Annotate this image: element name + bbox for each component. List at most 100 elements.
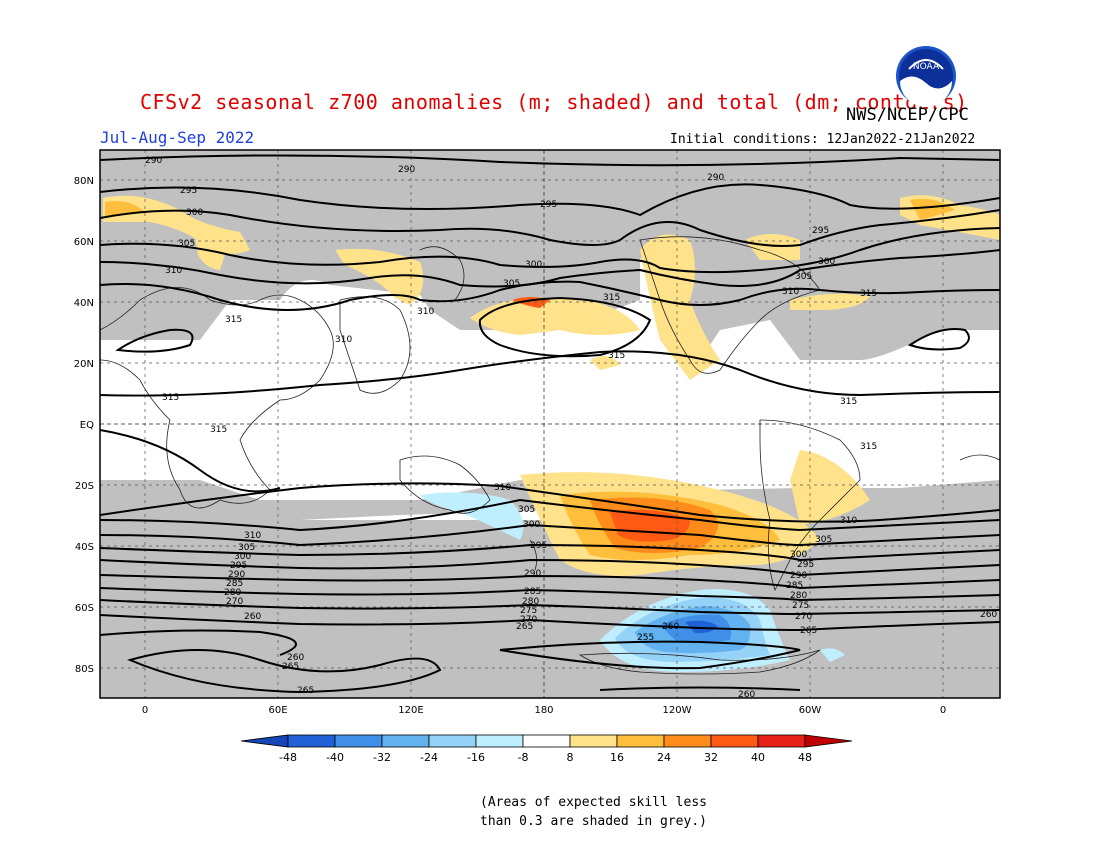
colorbar-arrow-right — [804, 734, 853, 748]
contour-label: 255 — [637, 633, 654, 643]
colorbar-tick-label: 24 — [657, 751, 671, 764]
contour-label: 305 — [795, 272, 812, 282]
lat-label: EQ — [80, 420, 94, 431]
organization-label: NWS/NCEP/CPC — [846, 105, 969, 125]
contour-label: 295 — [230, 561, 247, 571]
contour-label: 260 — [980, 610, 997, 620]
contour-label: 280 — [790, 591, 807, 601]
contour-label: 295 — [797, 560, 814, 570]
lon-label: 120E — [398, 705, 423, 716]
contour-label: 305 — [815, 535, 832, 545]
contour-label: 285 — [786, 581, 803, 591]
colorbar-segment — [663, 734, 712, 748]
map-frame — [99, 149, 1001, 699]
contour-label: 310 — [782, 287, 799, 297]
colorbar-segment — [569, 734, 618, 748]
contour-label: 295 — [180, 186, 197, 196]
contour-label: 265 — [282, 662, 299, 672]
contour-label: 310 — [165, 266, 182, 276]
noaa-logo: NOAA — [896, 46, 956, 107]
lat-label: 20N — [74, 359, 94, 370]
contour-label: 300 — [234, 552, 251, 562]
contour-label: 275 — [520, 606, 537, 616]
colorbar-segment — [710, 734, 759, 748]
contour-label: 265 — [516, 622, 533, 632]
contour-label: 310 — [494, 483, 511, 493]
contour-label: 260 — [287, 653, 304, 663]
contour-label: 285 — [524, 587, 541, 597]
colorbar-segment — [381, 734, 430, 748]
contour-label: 280 — [224, 588, 241, 598]
height-contours — [100, 154, 1000, 694]
contour-label: 295 — [540, 200, 557, 210]
lon-label: 60W — [799, 705, 822, 716]
contour-label: 305 — [518, 505, 535, 515]
lat-label: 40S — [75, 542, 94, 553]
contour-label: 300 — [523, 520, 540, 530]
contour-label: 310 — [335, 335, 352, 345]
contour-label: 290 — [228, 570, 245, 580]
colorbar-tick-label: -32 — [373, 751, 391, 764]
contour-label: 265 — [297, 686, 314, 696]
contour-label: 265 — [800, 626, 817, 636]
contour-label: 280 — [522, 597, 539, 607]
chart-title: CFSv2 seasonal z700 anomalies (m; shaded… — [140, 90, 968, 114]
contour-label: 300 — [790, 550, 807, 560]
lon-label: 180 — [534, 705, 553, 716]
contour-label: 260 — [662, 622, 679, 632]
contour-label: 310 — [417, 307, 434, 317]
lon-label: 0 — [940, 705, 946, 716]
lon-label: 120W — [663, 705, 692, 716]
contour-label: 315 — [860, 289, 877, 299]
colorbar-tick-label: 16 — [610, 751, 624, 764]
colorbar-segment — [334, 734, 383, 748]
contour-label: 300 — [525, 260, 542, 270]
lat-label: 80S — [75, 664, 94, 675]
contour-label: 315 — [225, 315, 242, 325]
colorbar-segment — [616, 734, 665, 748]
contour-label: 300 — [818, 257, 835, 267]
contour-label: 290 — [524, 569, 541, 579]
contour-label: 290 — [707, 173, 724, 183]
lon-label: 60E — [268, 705, 287, 716]
season-label: Jul-Aug-Sep 2022 — [100, 128, 255, 147]
contour-label: 260 — [244, 612, 261, 622]
lat-label: 20S — [75, 481, 94, 492]
contour-label: 310 — [244, 531, 261, 541]
latitude-axis: 80N 60N 40N 20N EQ 20S 40S 60S 80S — [74, 176, 94, 675]
contour-label: 285 — [226, 579, 243, 589]
lat-label: 60S — [75, 603, 94, 614]
colorbar-segment — [287, 734, 336, 748]
skill-note-line: (Areas of expected skill less — [480, 795, 707, 810]
contour-label: 315 — [860, 442, 877, 452]
colorbar-segment — [522, 734, 571, 748]
contour-label: 315 — [210, 425, 227, 435]
logo-text: NOAA — [913, 62, 940, 72]
lat-label: 80N — [74, 176, 94, 187]
contour-label: 295 — [812, 226, 829, 236]
positive-anomaly-shading — [103, 195, 1000, 576]
skill-note-line: than 0.3 are shaded in grey.) — [480, 814, 707, 829]
contour-label: 300 — [186, 208, 203, 218]
contour-label: 290 — [398, 165, 415, 175]
contour-label: 315 — [162, 393, 179, 403]
colorbar-tick-label: -48 — [279, 751, 297, 764]
colorbar-arrow-left — [240, 734, 289, 748]
colorbar-tick-label: -16 — [467, 751, 485, 764]
colorbar-tick-label: 32 — [704, 751, 718, 764]
colorbar-segment — [475, 734, 524, 748]
contour-label: 275 — [792, 601, 809, 611]
colorbar-segment — [428, 734, 477, 748]
contour-label: 290 — [790, 571, 807, 581]
colorbar-tick-label: 8 — [567, 751, 574, 764]
contour-label: 310 — [840, 516, 857, 526]
colorbar-tick-label: -8 — [518, 751, 529, 764]
contour-label: 295 — [530, 541, 547, 551]
contour-label: 315 — [840, 397, 857, 407]
skill-note: (Areas of expected skill less than 0.3 a… — [480, 793, 707, 831]
lat-label: 40N — [74, 298, 94, 309]
contour-label: 290 — [145, 156, 162, 166]
lat-label: 60N — [74, 237, 94, 248]
colorbar-segment — [757, 734, 806, 748]
